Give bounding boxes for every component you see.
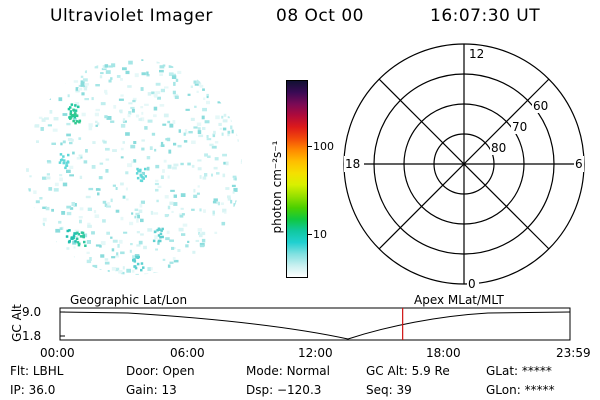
image-time: 16:07:30 UT	[430, 6, 541, 26]
timeline-xtick-2359: 23:59	[556, 346, 591, 360]
mlt-label-18: 18	[345, 157, 360, 171]
colorbar-gradient	[287, 81, 307, 277]
image-date: 08 Oct 00	[276, 6, 364, 26]
info-seq-label: Seq:	[366, 383, 393, 397]
timeline-xtick-1200: 12:00	[298, 346, 333, 360]
mlt-label-6: 6	[575, 157, 583, 171]
info-door-label: Door:	[126, 364, 159, 378]
info-dsp: Dsp: −120.3	[246, 383, 321, 397]
info-glat-value: *****	[521, 364, 552, 378]
timeline-altitude-curve	[59, 311, 571, 340]
info-glon: GLon: *****	[486, 383, 555, 397]
info-seq: Seq: 39	[366, 383, 412, 397]
info-gcalt-label: GC Alt:	[366, 364, 408, 378]
lat-label-70: 70	[512, 120, 527, 134]
colorbar-tick-100	[307, 146, 312, 147]
info-gain-label: Gain:	[126, 383, 158, 397]
timeline-xtick-0600: 06:00	[170, 346, 205, 360]
info-dsp-value: −120.3	[276, 383, 322, 397]
info-flt-value: LBHL	[32, 364, 64, 378]
timeline-frame	[59, 307, 571, 341]
mlt-label-12: 12	[469, 47, 484, 61]
instrument-title: Ultraviolet Imager	[50, 6, 213, 26]
timeline-ytick-top: 9.0	[22, 305, 42, 319]
info-flt: Flt: LBHL	[10, 364, 63, 378]
info-glon-label: GLon:	[486, 383, 521, 397]
info-glon-value: *****	[524, 383, 555, 397]
info-gain: Gain: 13	[126, 383, 177, 397]
uv-image	[26, 59, 242, 275]
info-mode-value: Normal	[286, 364, 330, 378]
info-gcalt-value: 5.9 Re	[411, 364, 450, 378]
info-glat: GLat: *****	[486, 364, 552, 378]
colorbar-tick-label-10: 10	[313, 228, 327, 241]
info-door: Door: Open	[126, 364, 195, 378]
timeline-right-label: Apex MLat/MLT	[414, 293, 504, 307]
polar-mlt-plot: 12 18 6 0 60 70 80	[343, 43, 585, 291]
timeline-left-label: Geographic Lat/Lon	[70, 293, 188, 307]
info-seq-value: 39	[396, 383, 412, 397]
mlt-label-0: 0	[468, 277, 476, 291]
timeline-plot	[59, 307, 571, 341]
timeline-xtick-1800: 18:00	[426, 346, 461, 360]
info-door-value: Open	[162, 364, 195, 378]
info-ip-value: 36.0	[28, 383, 56, 397]
timeline-ytick-bottom: 1.8	[22, 329, 42, 343]
info-flt-label: Flt:	[10, 364, 29, 378]
info-glat-label: GLat:	[486, 364, 519, 378]
timeline-xtick-0000: 00:00	[40, 346, 75, 360]
info-mode-label: Mode:	[246, 364, 283, 378]
colorbar-tick-10	[307, 234, 312, 235]
colorbar-units-label: photon cm⁻²s⁻¹	[270, 140, 284, 234]
lat-label-60: 60	[533, 99, 548, 113]
uv-image-speckles	[26, 59, 242, 275]
info-mode: Mode: Normal	[246, 364, 330, 378]
polar-diagonal-2	[378, 78, 550, 250]
info-dsp-label: Dsp:	[246, 383, 274, 397]
colorbar	[286, 80, 308, 278]
info-ip: IP: 36.0	[10, 383, 55, 397]
info-gain-value: 13	[161, 383, 177, 397]
info-ip-label: IP:	[10, 383, 25, 397]
lat-label-80: 80	[491, 141, 506, 155]
colorbar-tick-label-100: 100	[313, 140, 334, 153]
info-gcalt: GC Alt: 5.9 Re	[366, 364, 450, 378]
